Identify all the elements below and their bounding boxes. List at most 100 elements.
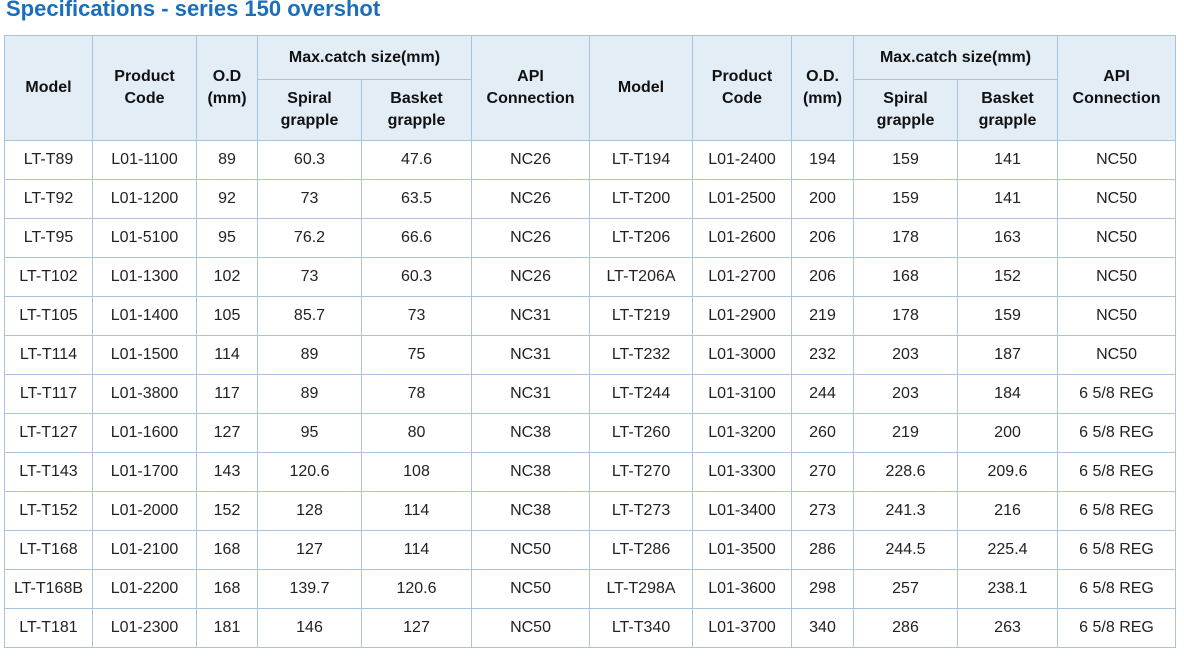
cell-api-connection: NC26 <box>471 179 591 219</box>
table-row: LT-T102 L01-1300 102 73 60.3 NC26 LT-T206A L01-… <box>4 257 1177 297</box>
cell-product-code: L01-3200 <box>692 413 793 453</box>
cell-product-code: L01-3100 <box>692 374 793 414</box>
cell-spiral-grapple: 286 <box>853 608 959 648</box>
cell-od: 206 <box>791 218 855 258</box>
cell-product-code: L01-3700 <box>692 608 793 648</box>
table-row: LT-T114 L01-1500 114 89 75 NC31 LT-T232 L01-300… <box>4 335 1177 375</box>
cell-api-connection: 6 5/8 REG <box>1057 452 1177 492</box>
cell-spiral-grapple: 178 <box>853 218 959 258</box>
header-max-catch-size-right: Max.catch size(mm) <box>853 35 1059 80</box>
cell-api-connection: 6 5/8 REG <box>1057 413 1177 453</box>
cell-basket-grapple: 60.3 <box>360 257 473 297</box>
cell-basket-grapple: 263 <box>957 608 1059 648</box>
cell-od: 260 <box>791 413 855 453</box>
cell-basket-grapple: 187 <box>957 335 1059 375</box>
cell-basket-grapple: 209.6 <box>957 452 1059 492</box>
header-model: Model <box>4 35 93 141</box>
cell-api-connection: NC26 <box>471 218 591 258</box>
table-row: LT-T152 L01-2000 152 128 114 NC38 LT-T273 L01-3… <box>4 491 1177 531</box>
cell-product-code: L01-3300 <box>692 452 793 492</box>
cell-od: 219 <box>791 296 855 336</box>
cell-basket-grapple: 63.5 <box>360 179 473 219</box>
cell-od: 232 <box>791 335 855 375</box>
cell-product-code: L01-3000 <box>692 335 793 375</box>
cell-basket-grapple: 225.4 <box>957 530 1059 570</box>
header-od-right: O.D. (mm) <box>791 35 855 141</box>
cell-api-connection: NC50 <box>471 530 591 570</box>
cell-api-connection: NC50 <box>1057 257 1177 297</box>
cell-od: 89 <box>196 140 258 180</box>
cell-product-code: L01-3600 <box>692 569 793 609</box>
specifications-table: Model Product Code O.D (mm) Max.catch si… <box>4 35 1177 648</box>
cell-spiral-grapple: 257 <box>853 569 959 609</box>
cell-api-connection: NC38 <box>471 452 591 492</box>
cell-api-connection: 6 5/8 REG <box>1057 530 1177 570</box>
cell-spiral-grapple: 178 <box>853 296 959 336</box>
cell-spiral-grapple: 128 <box>257 491 362 531</box>
cell-od: 92 <box>196 179 258 219</box>
cell-model: LT-T168 <box>4 530 93 570</box>
table-row: LT-T95 L01-5100 95 76.2 66.6 NC26 LT-T206 L01-2… <box>4 218 1177 258</box>
header-api-connection-right: API Connection <box>1057 35 1177 141</box>
cell-model: LT-T95 <box>4 218 93 258</box>
cell-spiral-grapple: 89 <box>257 335 362 375</box>
cell-od: 286 <box>791 530 855 570</box>
cell-api-connection: 6 5/8 REG <box>1057 608 1177 648</box>
cell-api-connection: NC38 <box>471 413 591 453</box>
table-row: LT-T168B L01-2200 168 139.7 120.6 NC50 LT-T298… <box>4 569 1177 609</box>
header-api-connection: API Connection <box>471 35 591 141</box>
cell-model: LT-T152 <box>4 491 93 531</box>
cell-model: LT-T89 <box>4 140 93 180</box>
cell-spiral-grapple: 228.6 <box>853 452 959 492</box>
cell-api-connection: NC31 <box>471 374 591 414</box>
cell-basket-grapple: 159 <box>957 296 1059 336</box>
cell-model: LT-T232 <box>589 335 694 375</box>
header-basket-grapple-right: Basket grapple <box>957 79 1059 141</box>
cell-basket-grapple: 66.6 <box>360 218 473 258</box>
cell-od: 168 <box>196 569 258 609</box>
cell-od: 340 <box>791 608 855 648</box>
cell-spiral-grapple: 139.7 <box>257 569 362 609</box>
cell-product-code: L01-1100 <box>92 140 197 180</box>
cell-od: 244 <box>791 374 855 414</box>
page-title: Specifications - series 150 overshot <box>6 0 381 21</box>
header-basket-grapple: Basket grapple <box>360 79 473 141</box>
cell-product-code: L01-1600 <box>92 413 197 453</box>
cell-model: LT-T286 <box>589 530 694 570</box>
cell-spiral-grapple: 73 <box>257 257 362 297</box>
cell-product-code: L01-2400 <box>692 140 793 180</box>
table-row: LT-T105 L01-1400 105 85.7 73 NC31 LT-T219 L01-2… <box>4 296 1177 336</box>
header-od: O.D (mm) <box>196 35 258 141</box>
cell-model: LT-T168B <box>4 569 93 609</box>
cell-product-code: L01-2300 <box>92 608 197 648</box>
cell-api-connection: 6 5/8 REG <box>1057 491 1177 531</box>
cell-product-code: L01-5100 <box>92 218 197 258</box>
header-product-code: Product Code <box>92 35 197 141</box>
cell-basket-grapple: 141 <box>957 140 1059 180</box>
cell-basket-grapple: 78 <box>360 374 473 414</box>
cell-product-code: L01-2500 <box>692 179 793 219</box>
cell-product-code: L01-2700 <box>692 257 793 297</box>
table-row: LT-T143 L01-1700 143 120.6 108 NC38 LT-T270 L01… <box>4 452 1177 492</box>
cell-api-connection: 6 5/8 REG <box>1057 569 1177 609</box>
cell-product-code: L01-2000 <box>92 491 197 531</box>
cell-api-connection: 6 5/8 REG <box>1057 374 1177 414</box>
cell-basket-grapple: 114 <box>360 530 473 570</box>
cell-od: 152 <box>196 491 258 531</box>
header-product-code-right: Product Code <box>692 35 793 141</box>
table-row: LT-T92 L01-1200 92 73 63.5 NC26 LT-T200 L01-250… <box>4 179 1177 219</box>
cell-model: LT-T117 <box>4 374 93 414</box>
cell-api-connection: NC50 <box>471 569 591 609</box>
cell-api-connection: NC26 <box>471 257 591 297</box>
cell-spiral-grapple: 89 <box>257 374 362 414</box>
cell-product-code: L01-3400 <box>692 491 793 531</box>
cell-basket-grapple: 114 <box>360 491 473 531</box>
table-row: LT-T168 L01-2100 168 127 114 NC50 LT-T286 L01-3… <box>4 530 1177 570</box>
cell-model: LT-T194 <box>589 140 694 180</box>
cell-api-connection: NC31 <box>471 335 591 375</box>
cell-od: 181 <box>196 608 258 648</box>
cell-model: LT-T219 <box>589 296 694 336</box>
cell-basket-grapple: 200 <box>957 413 1059 453</box>
cell-model: LT-T181 <box>4 608 93 648</box>
cell-spiral-grapple: 95 <box>257 413 362 453</box>
